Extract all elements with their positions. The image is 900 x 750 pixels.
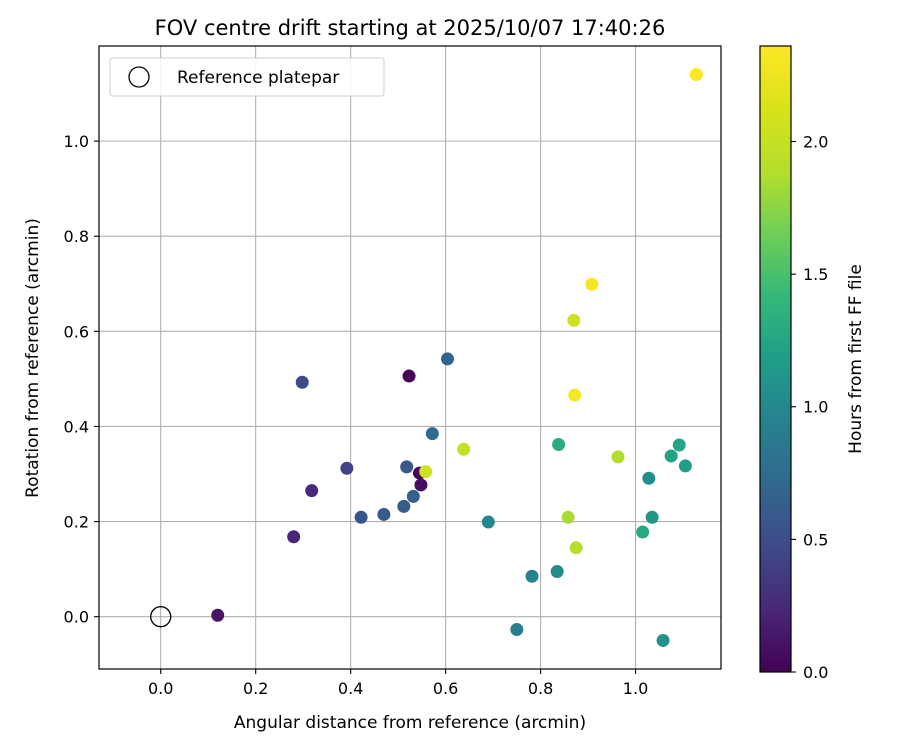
y-tick-label: 0.8 [64,227,89,246]
data-point [354,510,368,524]
x-tick-label: 0.6 [433,679,458,698]
data-point [510,623,524,637]
data-point [400,460,414,474]
data-point [287,530,301,544]
colorbar-tick-label: 0.0 [803,663,828,682]
chart-title: FOV centre drift starting at 2025/10/07 … [155,16,666,40]
data-point [211,608,225,622]
data-point [561,510,575,524]
data-point [567,313,581,327]
data-point [457,442,471,456]
data-point [525,569,539,583]
reference-platepar-marker [150,606,172,628]
data-point [552,438,566,452]
data-point [689,68,703,82]
data-point [397,499,411,513]
data-point [569,541,583,555]
colorbar-tick-label: 1.5 [803,265,828,284]
legend-label-reference: Reference platepar [177,68,339,88]
legend-marker-reference [128,66,150,88]
y-tick-label: 0.6 [64,322,89,341]
colorbar-tick-label: 2.0 [803,132,828,151]
y-tick-label: 0.4 [64,417,89,436]
plot-frame [98,45,722,670]
data-point [377,507,391,521]
data-point [585,277,599,291]
x-tick-label: 0.0 [148,679,173,698]
y-axis-label: Rotation from reference (arcmin) [23,218,43,498]
legend-box [109,57,385,97]
data-point [568,388,582,402]
colorbar-ticks: 0.0 0.5 1.0 1.5 2.0 [791,132,828,682]
data-point [402,369,416,383]
x-tick-label: 0.4 [338,679,363,698]
data-point [645,510,659,524]
data-point [406,489,420,503]
colorbar-tick-label: 1.0 [803,398,828,417]
colorbar-tick-label: 0.5 [803,530,828,549]
data-point [414,478,428,492]
data-point [678,459,692,473]
y-axis-ticks: 0.0 0.2 0.4 0.6 0.8 1.0 [64,132,99,627]
x-axis-label: Angular distance from reference (arcmin) [234,713,586,733]
x-tick-label: 0.8 [528,679,553,698]
colorbar-gradient [759,45,792,673]
data-point [419,465,433,479]
y-tick-label: 0.2 [64,513,89,532]
x-axis-ticks: 0.0 0.2 0.4 0.6 0.8 1.0 [148,669,648,698]
colorbar: 0.0 0.5 1.0 1.5 2.0 Hours from first FF file [759,45,866,682]
grid-lines [99,46,721,669]
data-point [642,471,656,485]
colorbar-label: Hours from first FF file [846,264,866,454]
data-point [636,525,650,539]
x-tick-label: 1.0 [623,679,648,698]
data-point [425,427,439,441]
data-point [481,515,495,529]
data-point [305,484,319,498]
plot-background [99,46,721,669]
plot-area [98,45,722,670]
data-point [664,449,678,463]
data-point [441,352,455,366]
x-tick-label: 0.2 [243,679,268,698]
legend: Reference platepar [109,57,385,97]
reference-marker-layer [150,606,172,628]
data-point [340,461,354,475]
data-points [211,68,703,647]
y-tick-label: 1.0 [64,132,89,151]
data-point [295,375,309,389]
data-point [672,438,686,452]
data-point [550,565,564,579]
data-point [611,450,625,464]
data-point [656,633,670,647]
y-tick-label: 0.0 [64,608,89,627]
